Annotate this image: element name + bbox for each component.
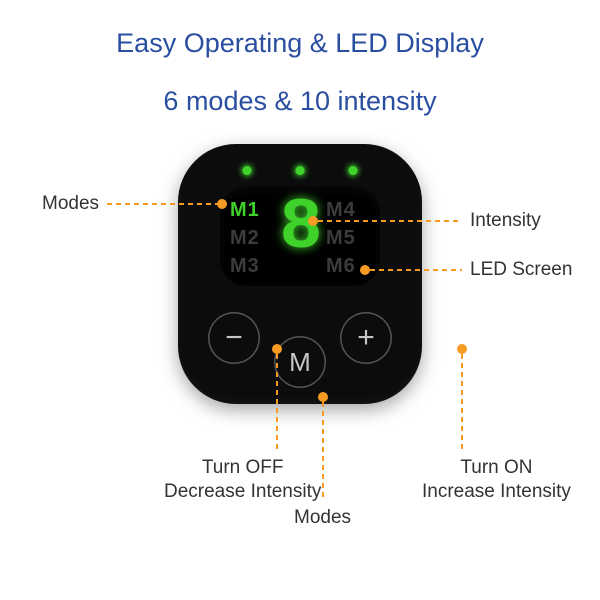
led-indicator-dot [243,166,252,175]
callout-dot [360,265,370,275]
callout-intensity: Intensity [308,210,541,232]
callout-line [107,203,217,205]
callout-modes: Modes [42,193,227,215]
callout-dot [217,199,227,209]
callout-line [461,354,463,450]
led-indicator-dot [349,166,358,175]
mode-item-m3: M3 [230,252,274,280]
led-screen: M1 M2 M3 8 M4 M5 M6 [220,186,380,286]
mode-item-m1: M1 [230,196,274,224]
callout-plus-line2: Increase Intensity [422,480,571,504]
callout-line [322,402,324,500]
callout-line [370,269,462,271]
mode-list-left: M1 M2 M3 [230,196,274,280]
led-indicator-dot [296,166,305,175]
callout-mode-button-label: Modes [294,506,351,530]
callout-led-screen: LED Screen [360,259,572,281]
callout-dot [318,392,328,402]
callout-mode-button: Modes [294,392,351,530]
led-indicator-row [243,166,358,175]
page-title: Easy Operating & LED Display [116,28,484,59]
callout-line [276,354,278,450]
callout-intensity-label: Intensity [470,210,541,232]
callout-led-screen-label: LED Screen [470,259,572,281]
callout-plus-text: Turn ON Increase Intensity [422,456,571,504]
callout-dot [272,344,282,354]
mode-item-m2: M2 [230,224,274,252]
callout-dot [308,216,318,226]
callout-plus-line1: Turn ON [422,456,571,480]
plus-icon: + [357,321,375,355]
callout-modes-label: Modes [42,193,99,215]
page-subtitle: 6 modes & 10 intensity [163,86,436,117]
callout-dot [457,344,467,354]
callout-line [318,220,462,222]
callout-plus-button: Turn ON Increase Intensity [388,344,537,504]
